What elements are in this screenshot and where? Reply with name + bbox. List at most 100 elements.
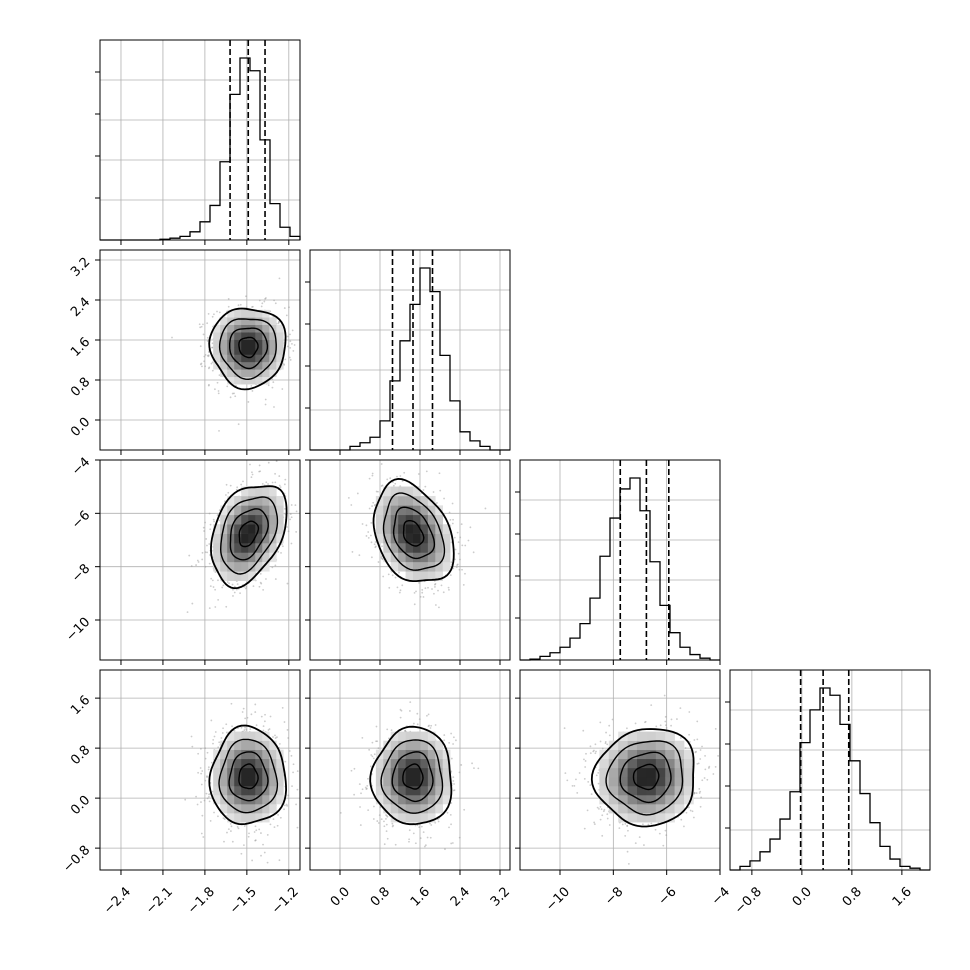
- sample-point: [438, 472, 441, 475]
- sample-point: [370, 534, 372, 537]
- sample-point: [277, 550, 280, 553]
- sample-point: [253, 831, 256, 833]
- sample-point: [370, 522, 373, 524]
- density-cell: [420, 552, 429, 563]
- sample-point: [452, 518, 454, 521]
- sample-point: [638, 836, 641, 839]
- x-tick-label: 0.0: [328, 884, 353, 909]
- sample-point: [601, 834, 604, 837]
- sample-point: [212, 742, 214, 745]
- sample-point: [220, 737, 223, 739]
- density-cell: [608, 767, 619, 778]
- sample-point: [208, 351, 210, 354]
- density-cell: [398, 561, 406, 572]
- sample-point: [604, 742, 607, 745]
- sample-point: [427, 586, 429, 589]
- sample-point: [472, 551, 475, 554]
- sample-point: [454, 548, 457, 551]
- sample-point: [698, 788, 701, 790]
- density-cell: [684, 758, 694, 769]
- sample-point: [221, 586, 224, 589]
- density-cell: [383, 514, 392, 525]
- sample-point: [226, 831, 228, 834]
- sample-point: [450, 802, 453, 804]
- density-cell: [674, 740, 685, 751]
- sample-point: [273, 826, 276, 829]
- sample-point: [599, 740, 602, 743]
- sample-point: [598, 807, 600, 810]
- density-cell: [646, 767, 657, 778]
- sample-point: [606, 743, 609, 746]
- density-cell: [220, 776, 228, 787]
- density-cell: [636, 740, 647, 751]
- scatter-panel-5: [515, 669, 721, 875]
- sample-point: [243, 825, 246, 827]
- density-cell: [255, 361, 263, 370]
- density-cell: [241, 332, 249, 340]
- sample-point: [284, 478, 287, 481]
- sample-point: [592, 750, 595, 753]
- sample-point: [442, 591, 445, 594]
- sample-point: [688, 740, 691, 743]
- density-cell: [213, 749, 221, 760]
- sample-point: [277, 814, 280, 816]
- sample-point: [264, 398, 267, 401]
- density-cell: [220, 533, 228, 544]
- density-cell: [255, 731, 263, 741]
- density-cell: [262, 339, 270, 348]
- density-cell: [405, 785, 414, 796]
- sample-point: [223, 818, 226, 820]
- sample-point: [391, 822, 394, 825]
- sample-point: [236, 825, 239, 828]
- sample-point: [197, 771, 200, 774]
- sample-point: [204, 353, 207, 356]
- contour-line-2: [218, 318, 277, 381]
- density-cell: [413, 505, 421, 516]
- sample-point: [450, 757, 453, 760]
- sample-point: [662, 844, 665, 847]
- sample-point: [278, 859, 281, 862]
- x-tick-label: 0.8: [840, 884, 865, 909]
- sample-point: [446, 811, 449, 814]
- sample-point: [453, 783, 455, 785]
- sample-point: [388, 737, 390, 740]
- density-cell: [213, 324, 221, 333]
- sample-point: [399, 716, 402, 719]
- y-tick-label: 0.0: [68, 415, 93, 440]
- sample-point: [205, 792, 208, 795]
- density-cell: [234, 758, 242, 769]
- sample-point: [286, 335, 289, 338]
- sample-point: [293, 344, 296, 346]
- sample-point: [372, 501, 375, 504]
- density-cell: [427, 505, 436, 516]
- sample-point: [401, 480, 404, 482]
- sample-point: [213, 313, 215, 316]
- density-cell: [269, 785, 277, 796]
- density-cell: [262, 749, 270, 760]
- density-cell: [248, 571, 256, 581]
- x-tick-label: −10: [543, 884, 573, 914]
- sample-point: [450, 561, 453, 564]
- density-cell: [608, 749, 619, 760]
- panel-frame: [99, 459, 301, 661]
- sample-point: [186, 611, 189, 614]
- density-cell: [427, 785, 436, 796]
- density-cell: [420, 505, 429, 516]
- sample-point: [202, 526, 205, 529]
- sample-point: [274, 472, 276, 475]
- density-cell: [227, 804, 235, 814]
- sample-point: [464, 544, 467, 547]
- sample-point: [296, 826, 299, 829]
- sample-point: [237, 304, 240, 307]
- density-cell: [435, 767, 444, 778]
- density-cell: [646, 813, 657, 823]
- density-cell: [227, 794, 235, 805]
- density-cell: [213, 767, 221, 778]
- density-cell: [405, 505, 414, 516]
- sample-point: [260, 832, 262, 834]
- sample-point: [368, 748, 371, 751]
- density-cell: [220, 324, 228, 333]
- sample-point: [206, 551, 209, 554]
- sample-point: [602, 810, 605, 813]
- density-cell: [220, 785, 228, 796]
